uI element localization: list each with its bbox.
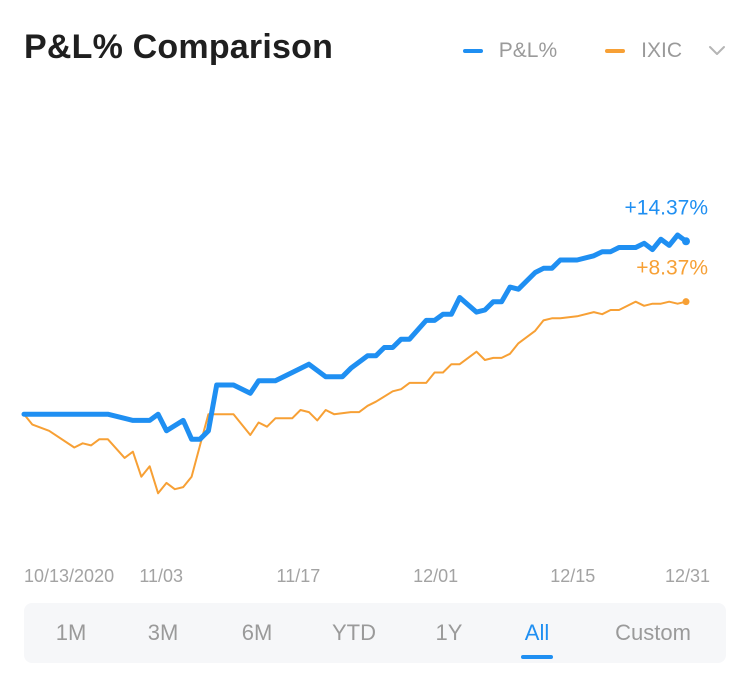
x-tick-label: 12/01 <box>413 566 458 586</box>
x-tick-label: 10/13/2020 <box>24 566 114 586</box>
series-line-ixic <box>23 300 687 495</box>
x-tick-label: 11/17 <box>277 566 321 586</box>
active-tab-indicator <box>521 655 553 659</box>
legend-label-pnl: P&L% <box>498 39 558 62</box>
range-tab-all[interactable]: All <box>502 603 572 663</box>
range-tab-label: YTD <box>332 620 376 645</box>
line-chart: +8.37%+14.37% 10/13/2020 11/03 11/17 12/01 1… <box>21 196 710 586</box>
legend-swatch-ixic <box>605 49 626 53</box>
series-end-point-ixic <box>682 298 690 306</box>
range-tab-label: 1Y <box>435 620 463 645</box>
x-tick-label: 12/31 <box>665 566 710 586</box>
range-tab-label: Custom <box>615 620 691 645</box>
x-tick-label: 12/15 <box>550 566 595 586</box>
legend-item-ixic[interactable]: IXIC <box>605 39 682 63</box>
range-tab-label: 6M <box>241 620 273 645</box>
chart-legend: P&L% IXIC <box>462 38 730 64</box>
time-range-selector: 1M 3M 6M YTD 1Y All Custom <box>24 603 726 663</box>
range-tab-label: All <box>524 620 550 645</box>
range-tab-label: 3M <box>147 620 179 645</box>
end-value-label-pnl: +14.37% <box>625 196 709 219</box>
series-line-pnl <box>21 232 689 442</box>
series-layer <box>21 232 690 495</box>
series-end-point-pnl <box>682 237 690 246</box>
legend-item-pnl[interactable]: P&L% <box>462 39 558 63</box>
chevron-down-icon[interactable] <box>704 38 730 64</box>
range-tab-ytd[interactable]: YTD <box>314 603 394 663</box>
chart-title: P&L% Comparison <box>24 28 334 66</box>
legend-swatch-pnl <box>462 49 483 53</box>
range-tab-6m[interactable]: 6M <box>222 603 292 663</box>
x-tick-label: 11/03 <box>139 566 183 586</box>
range-tab-custom[interactable]: Custom <box>598 603 708 663</box>
range-tab-3m[interactable]: 3M <box>128 603 198 663</box>
label-layer: +8.37% +14.37% <box>625 196 709 279</box>
legend-label-ixic: IXIC <box>641 39 682 62</box>
range-tab-1y[interactable]: 1Y <box>414 603 484 663</box>
x-axis: 10/13/2020 11/03 11/17 12/01 12/15 12/31 <box>24 566 710 586</box>
end-value-label-ixic: +8.37% <box>636 257 708 280</box>
range-tab-label: 1M <box>55 620 87 645</box>
range-tab-1m[interactable]: 1M <box>36 603 106 663</box>
